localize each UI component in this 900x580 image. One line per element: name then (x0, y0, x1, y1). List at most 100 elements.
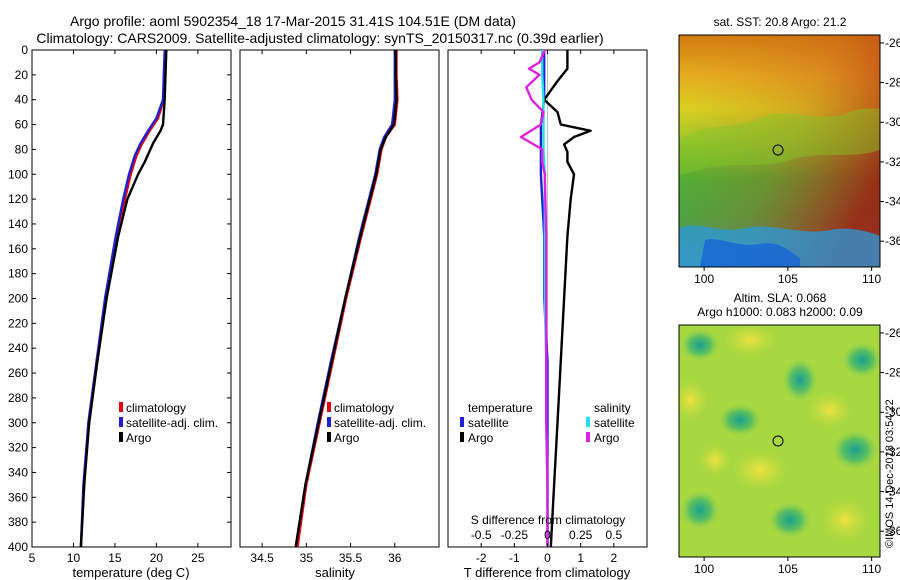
lon-tick-label: 100 (694, 272, 714, 286)
depth-tick-label: 380 (8, 515, 28, 529)
legend-label-s-argo: Argo (594, 431, 620, 445)
salinity-series-group (294, 50, 399, 548)
depth-tick-label: 360 (8, 490, 28, 504)
difference-series-group (519, 49, 592, 548)
salinity-plot-frame (239, 49, 440, 548)
sla-map-panel: Altim. SLA: 0.068 Argo h1000: 0.083 h200… (678, 291, 900, 576)
sla-low (679, 327, 722, 363)
lat-tick-label: -34 (885, 485, 900, 499)
depth-tick-label: 260 (8, 366, 28, 380)
legend-swatch-t-satellite (460, 417, 464, 427)
sla-low (840, 340, 880, 380)
depth-tick-label: 160 (8, 242, 28, 256)
x-tick-label: 35 (300, 551, 314, 565)
sst-map-panel: sat. SST: 20.8 Argo: 21.2 -26 -28 -30 -32 -3… (678, 15, 900, 286)
s-difference-tick-label: -0.25 (501, 528, 529, 542)
series-line-s-argo (519, 49, 549, 547)
lat-tick-label: -30 (885, 405, 900, 419)
s-difference-tick-label: -0.5 (471, 528, 492, 542)
t-difference-axis-label: T difference from climatology (464, 565, 631, 580)
x-tick-label: 25 (191, 551, 205, 565)
depth-tick-label: 60 (15, 118, 29, 132)
legend-label-argo: Argo (126, 431, 152, 445)
depth-tick-label: 180 (8, 267, 28, 281)
argo-location-marker (772, 144, 784, 156)
legend-swatch-s-satellite (586, 417, 590, 427)
legend-swatch-climatology (119, 402, 123, 412)
t-difference-axis-ticks: -2 -1 0 1 2 (476, 50, 617, 565)
sla-high (699, 444, 731, 476)
legend-label-satellite-adj: satellite-adj. clim. (126, 416, 218, 430)
sla-low (716, 402, 764, 438)
depth-tick-label: 0 (21, 43, 28, 57)
s-difference-tick-label: 0.25 (569, 528, 593, 542)
lon-tick-label: 105 (778, 562, 798, 576)
depth-tick-label: 300 (8, 416, 28, 430)
temperature-series-group (79, 49, 168, 548)
legend-label-satellite-adj: satellite-adj. clim. (334, 416, 426, 430)
depth-tick-label: 340 (8, 465, 28, 479)
argo-location-marker (772, 435, 784, 447)
lat-tick-label: -36 (885, 524, 900, 538)
lat-tick-label: -26 (885, 36, 900, 50)
salinity-axis-label: salinity (315, 565, 355, 580)
x-tick-label: 15 (108, 551, 122, 565)
sla-map-frame (678, 324, 881, 558)
lat-tick-label: -28 (885, 76, 900, 90)
x-tick-label: 10 (67, 551, 81, 565)
sla-heatmap (679, 325, 880, 557)
legend-swatch-argo (327, 432, 331, 442)
sla-map-subtitle: Argo h1000: 0.083 h2000: 0.09 (697, 305, 863, 319)
sla-high (821, 498, 869, 542)
sst-map-frame (678, 34, 881, 268)
sla-lon-ticks: 100 105 110 (694, 557, 882, 576)
depth-axis-ticks: 0 20 40 60 80 100 120 140 160 180 200 220 240 260 280 3… (8, 43, 647, 554)
sst-heatmap (679, 35, 880, 267)
x-tick-label: -2 (476, 551, 487, 565)
s-difference-tick-label: 0 (544, 528, 551, 542)
x-tick-label: 36 (388, 551, 402, 565)
depth-tick-label: 120 (8, 192, 28, 206)
salinity-panel: 34.5 35 35.5 36 salinity climatology satell… (239, 49, 440, 580)
lat-tick-label: -32 (885, 155, 900, 169)
sst-lat-ticks: -26 -28 -30 -32 -34 -36 (880, 36, 900, 248)
depth-tick-label: 220 (8, 316, 28, 330)
lon-tick-label: 105 (778, 272, 798, 286)
sla-low (766, 500, 814, 540)
legend-label-t-argo: Argo (468, 431, 494, 445)
legend-label-argo: Argo (334, 431, 360, 445)
s-difference-axis-ticks: -0.5 -0.25 0 0.25 0.5 (471, 528, 623, 542)
temperature-axis-ticks: 5 10 15 20 25 (29, 50, 205, 565)
difference-panel: -2 -1 0 1 2 S difference from climatology -0… (447, 49, 648, 580)
legend-swatch-t-argo (460, 432, 464, 442)
depth-tick-label: 20 (15, 68, 29, 82)
sla-lat-ticks: -26 -28 -30 -32 -34 -36 (880, 326, 900, 538)
lon-tick-label: 110 (862, 272, 881, 286)
x-tick-label: 1 (577, 551, 584, 565)
depth-tick-label: 280 (8, 391, 28, 405)
depth-tick-label: 240 (8, 341, 28, 355)
x-tick-label: 34.5 (250, 551, 274, 565)
lon-tick-label: 100 (694, 562, 714, 576)
sst-map-title: sat. SST: 20.8 Argo: 21.2 (714, 15, 847, 29)
legend-swatch-satellite-adj (327, 417, 331, 427)
sla-high (732, 450, 788, 490)
legend-header-salinity: salinity (594, 401, 631, 415)
lat-tick-label: -36 (885, 234, 900, 248)
sla-high (724, 325, 776, 356)
x-tick-label: 20 (150, 551, 164, 565)
s-difference-tick-label: 0.5 (605, 528, 622, 542)
depth-tick-label: 200 (8, 292, 28, 306)
legend-swatch-argo (119, 432, 123, 442)
sla-high (808, 392, 852, 428)
temperature-axis-label: temperature (deg C) (72, 565, 189, 580)
sla-low (780, 356, 820, 404)
depth-tick-label: 80 (15, 142, 29, 156)
legend-label-s-satellite: satellite (594, 416, 635, 430)
title-line-2: Climatology: CARS2009. Satellite-adjuste… (36, 30, 603, 46)
depth-tick-label: 100 (8, 167, 28, 181)
lat-tick-label: -32 (885, 445, 900, 459)
imos-credit: ©IMOS 14-Dec-2018 03:54:22 (884, 399, 896, 548)
lat-tick-label: -34 (885, 195, 900, 209)
